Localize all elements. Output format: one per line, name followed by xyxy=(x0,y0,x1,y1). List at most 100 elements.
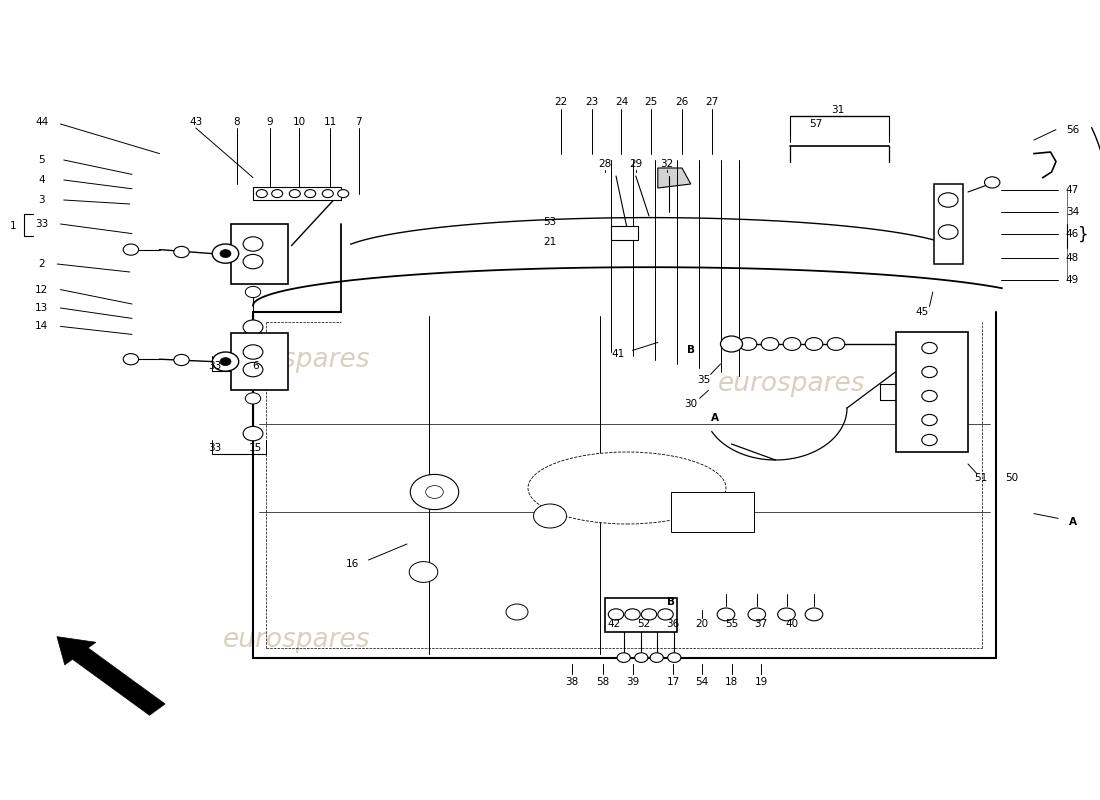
Circle shape xyxy=(739,338,757,350)
Text: 20: 20 xyxy=(695,619,708,629)
Bar xyxy=(896,332,968,452)
Circle shape xyxy=(922,414,937,426)
Circle shape xyxy=(243,426,263,441)
Text: 39: 39 xyxy=(626,677,639,686)
Circle shape xyxy=(922,390,937,402)
Text: 47: 47 xyxy=(1066,186,1079,195)
Text: 12: 12 xyxy=(35,285,48,294)
Circle shape xyxy=(243,362,263,377)
Circle shape xyxy=(938,193,958,207)
Text: 58: 58 xyxy=(596,677,609,686)
Polygon shape xyxy=(658,168,691,188)
Circle shape xyxy=(658,609,673,620)
Circle shape xyxy=(245,286,261,298)
FancyArrow shape xyxy=(57,637,165,715)
Ellipse shape xyxy=(528,452,726,524)
Bar xyxy=(671,492,754,532)
Text: 35: 35 xyxy=(697,375,711,385)
Text: 53: 53 xyxy=(543,218,557,227)
Circle shape xyxy=(761,338,779,350)
Text: 45: 45 xyxy=(915,307,928,317)
Text: 8: 8 xyxy=(233,117,240,126)
Circle shape xyxy=(778,608,795,621)
Circle shape xyxy=(805,608,823,621)
Text: 34: 34 xyxy=(1066,207,1079,217)
Text: eurospares: eurospares xyxy=(223,627,371,653)
Text: 3: 3 xyxy=(39,195,45,205)
Circle shape xyxy=(410,474,459,510)
Text: 49: 49 xyxy=(1066,275,1079,285)
Circle shape xyxy=(322,190,333,198)
Text: 1: 1 xyxy=(10,221,16,230)
Text: 50: 50 xyxy=(1005,474,1019,483)
Text: 33: 33 xyxy=(208,443,221,453)
Text: B: B xyxy=(686,346,695,355)
Text: 31: 31 xyxy=(832,106,845,115)
Text: A: A xyxy=(711,413,719,422)
Bar xyxy=(605,598,676,632)
Text: 25: 25 xyxy=(645,98,658,107)
Circle shape xyxy=(668,653,681,662)
Circle shape xyxy=(641,609,657,620)
Circle shape xyxy=(938,225,958,239)
Circle shape xyxy=(212,244,239,263)
Text: 27: 27 xyxy=(705,98,718,107)
Circle shape xyxy=(827,338,845,350)
Circle shape xyxy=(174,354,189,366)
Circle shape xyxy=(289,190,300,198)
Circle shape xyxy=(805,338,823,350)
Circle shape xyxy=(625,609,640,620)
Text: 36: 36 xyxy=(667,619,680,629)
Circle shape xyxy=(717,608,735,621)
Text: 14: 14 xyxy=(35,322,48,331)
Text: 11: 11 xyxy=(323,117,337,126)
Text: 24: 24 xyxy=(615,98,628,107)
Circle shape xyxy=(338,190,349,198)
Circle shape xyxy=(650,653,663,662)
Text: 51: 51 xyxy=(975,474,988,483)
Circle shape xyxy=(409,562,438,582)
Circle shape xyxy=(243,345,263,359)
Text: 54: 54 xyxy=(695,677,708,686)
Circle shape xyxy=(922,434,937,446)
Text: 2: 2 xyxy=(39,259,45,269)
Text: 7: 7 xyxy=(355,117,362,126)
Text: A: A xyxy=(1068,517,1077,526)
Circle shape xyxy=(617,653,630,662)
Circle shape xyxy=(256,190,267,198)
Text: 17: 17 xyxy=(667,677,680,686)
Circle shape xyxy=(635,653,648,662)
Circle shape xyxy=(220,358,231,366)
Circle shape xyxy=(272,190,283,198)
Text: 42: 42 xyxy=(607,619,620,629)
Text: 18: 18 xyxy=(725,677,738,686)
Text: 5: 5 xyxy=(39,155,45,165)
Circle shape xyxy=(245,393,261,404)
Text: 16: 16 xyxy=(345,559,359,569)
Text: 30: 30 xyxy=(684,399,697,409)
Text: 44: 44 xyxy=(35,117,48,126)
Text: 56: 56 xyxy=(1066,125,1079,134)
Circle shape xyxy=(608,609,624,620)
Circle shape xyxy=(534,504,566,528)
Circle shape xyxy=(220,250,231,258)
Text: 28: 28 xyxy=(598,159,612,169)
Text: 38: 38 xyxy=(565,677,579,686)
Text: 26: 26 xyxy=(675,98,689,107)
Circle shape xyxy=(922,342,937,354)
Text: 19: 19 xyxy=(755,677,768,686)
Text: 29: 29 xyxy=(629,159,642,169)
Text: 21: 21 xyxy=(543,237,557,246)
Text: 13: 13 xyxy=(35,303,48,313)
Circle shape xyxy=(506,604,528,620)
Circle shape xyxy=(720,336,742,352)
Bar xyxy=(934,184,962,264)
Text: 48: 48 xyxy=(1066,253,1079,262)
Circle shape xyxy=(305,190,316,198)
Text: 33: 33 xyxy=(35,219,48,229)
Text: 9: 9 xyxy=(266,117,273,126)
Bar xyxy=(231,333,288,390)
Text: 33: 33 xyxy=(208,361,221,370)
Text: eurospares: eurospares xyxy=(223,347,371,373)
Text: 10: 10 xyxy=(293,117,306,126)
